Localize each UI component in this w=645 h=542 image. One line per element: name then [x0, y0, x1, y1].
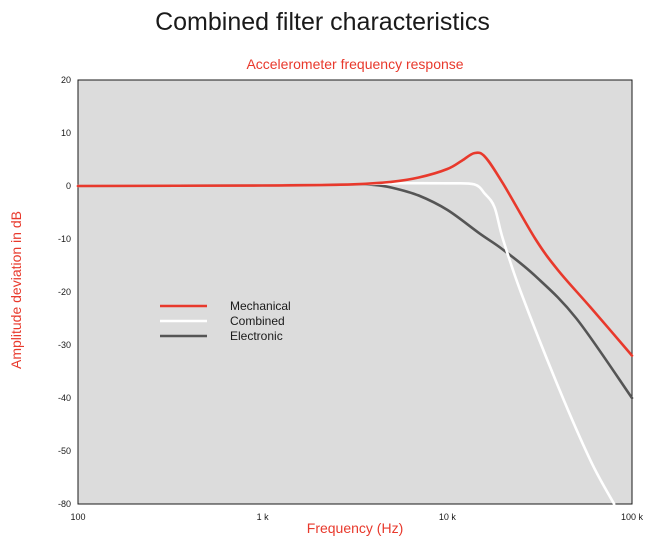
y-tick-label: 0	[66, 181, 71, 191]
x-tick-label: 1 k	[257, 512, 270, 522]
y-tick-label: 20	[61, 75, 71, 85]
plot-area	[77, 79, 633, 505]
x-tick-label: 100 k	[621, 512, 644, 522]
series-line-mechanical	[76, 151, 634, 357]
legend-label-combined: Combined	[230, 314, 285, 328]
y-tick-label: -80	[58, 499, 71, 509]
x-tick-label: 100	[70, 512, 85, 522]
page-title: Combined filter characteristics	[155, 8, 490, 36]
x-tick-label: 10 k	[439, 512, 457, 522]
y-tick-label: -20	[58, 287, 71, 297]
legend-label-electronic: Electronic	[230, 329, 283, 343]
y-tick-label: -10	[58, 234, 71, 244]
y-tick-label: 10	[61, 128, 71, 138]
x-axis-label: Frequency (Hz)	[307, 520, 403, 536]
y-tick-label: -30	[58, 340, 71, 350]
y-axis-label: Amplitude deviation in dB	[8, 211, 24, 369]
chart-title: Accelerometer frequency response	[246, 56, 463, 72]
legend-label-mechanical: Mechanical	[230, 299, 291, 313]
y-tick-label: -50	[58, 446, 71, 456]
y-tick-label: -40	[58, 393, 71, 403]
